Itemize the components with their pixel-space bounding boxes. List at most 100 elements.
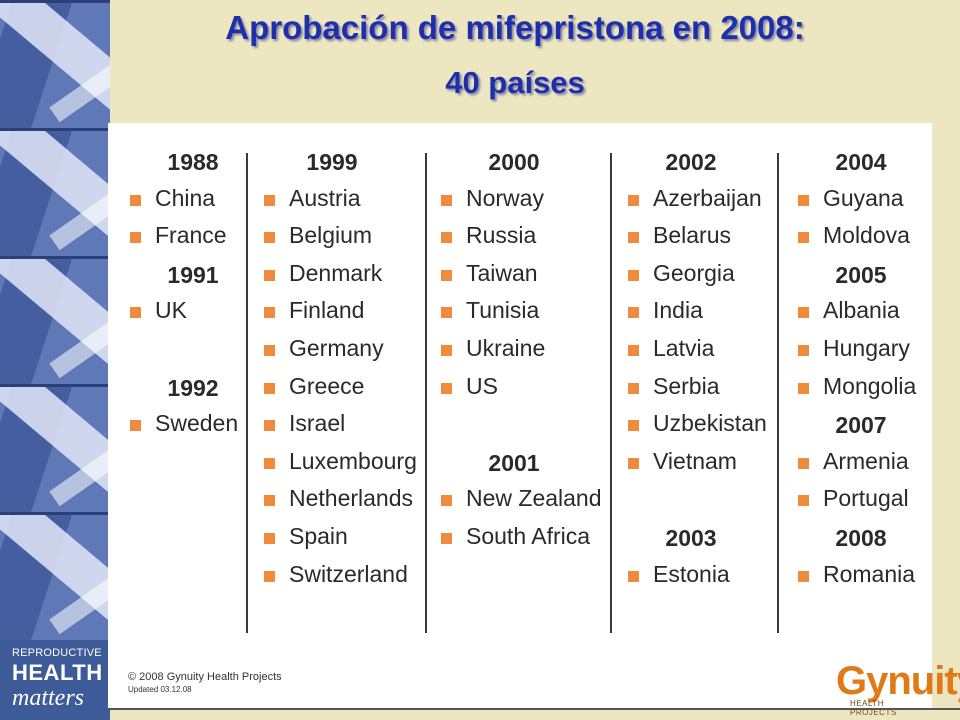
bullet-marker <box>264 307 275 319</box>
stripe-shape <box>0 384 110 387</box>
country-item: US <box>466 372 498 399</box>
country-item: India <box>653 297 703 324</box>
country-item: Uzbekistan <box>653 410 767 437</box>
bullet-marker <box>798 382 809 394</box>
stripe-shape <box>0 512 110 515</box>
gynuity-logo: Gynuity <box>836 659 960 703</box>
year-heading: 2001 <box>488 449 540 476</box>
bullet-marker <box>798 345 809 356</box>
stripe-shape <box>0 128 110 131</box>
bullet-marker <box>441 194 452 206</box>
country-item: Hungary <box>823 335 910 361</box>
bullet-marker <box>264 570 275 582</box>
stripe-band <box>0 384 110 512</box>
year-heading: 1992 <box>167 374 219 401</box>
bullet-marker <box>798 570 809 582</box>
bottom-divider <box>108 708 960 710</box>
country-item: Switzerland <box>289 560 408 587</box>
approval-table-panel: 1988 China France 1991 UK 1992 Sweden 1999 Austr… <box>108 123 960 717</box>
year-heading: 2004 <box>835 149 887 175</box>
decorative-side-stripe <box>0 0 110 640</box>
country-item: UK <box>155 297 187 324</box>
bullet-marker <box>628 232 639 244</box>
bullet-marker <box>798 232 809 244</box>
country-item: Spain <box>289 523 348 549</box>
country-item: New Zealand <box>466 485 602 512</box>
country-item: Portugal <box>823 485 909 512</box>
country-item: Romania <box>823 560 916 587</box>
year-heading: 2000 <box>488 149 540 175</box>
country-item: Mongolia <box>823 372 917 399</box>
country-item: Tunisia <box>466 297 540 324</box>
country-item: Norway <box>466 184 544 211</box>
copyright-credit: © 2008 Gynuity Health Projects <box>128 671 282 683</box>
bullet-marker <box>130 232 141 244</box>
country-item: France <box>155 222 227 249</box>
column-separator <box>777 153 779 633</box>
bullet-marker <box>441 232 452 244</box>
year-heading: 1999 <box>306 149 358 175</box>
bullet-marker <box>628 307 639 319</box>
bullet-marker <box>441 495 452 507</box>
country-item: Belarus <box>653 222 731 249</box>
year-heading: 2007 <box>835 412 887 439</box>
gynuity-logo-subtitle: HEALTH PROJECTS <box>850 699 897 717</box>
bullet-marker <box>628 570 639 582</box>
logo-line-1: REPRODUCTIVE <box>12 647 102 659</box>
country-item: Ukraine <box>466 335 546 361</box>
bullet-marker <box>264 457 275 469</box>
bullet-marker <box>441 382 452 394</box>
country-item: Finland <box>289 297 365 324</box>
country-item: Azerbaijan <box>653 184 762 211</box>
bullet-marker <box>628 457 639 469</box>
reproductive-health-matters-logo: REPRODUCTIVE HEALTH matters <box>0 640 110 720</box>
bullet-marker <box>798 194 809 206</box>
country-item: Luxembourg <box>289 447 417 474</box>
bullet-marker <box>264 269 275 281</box>
year-heading: 2005 <box>835 261 887 288</box>
stripe-shape <box>0 0 110 3</box>
bullet-marker <box>441 533 452 544</box>
updated-date: Updated 03.12.08 <box>128 685 192 694</box>
column-separator <box>610 153 612 633</box>
stripe-shape <box>0 256 110 259</box>
bullet-marker <box>130 194 141 206</box>
country-item: Sweden <box>155 410 239 437</box>
stripe-band <box>0 256 110 384</box>
bullet-marker <box>441 345 452 356</box>
year-heading: 1988 <box>167 149 219 175</box>
year-heading: 2002 <box>665 149 717 175</box>
slide-subtitle: 40 países <box>445 65 585 100</box>
slide-title: Aprobación de mifepristona en 2008: <box>225 9 805 46</box>
bullet-marker <box>264 533 275 544</box>
country-item: Netherlands <box>289 485 414 512</box>
bullet-marker <box>628 382 639 394</box>
bullet-marker <box>264 345 275 356</box>
year-heading: 1991 <box>167 261 219 288</box>
bullet-marker <box>628 194 639 206</box>
year-heading: 2003 <box>665 525 717 551</box>
bullet-marker <box>798 307 809 319</box>
country-item: Latvia <box>653 335 715 361</box>
bullet-marker <box>264 495 275 507</box>
country-item: Vietnam <box>653 447 737 474</box>
bullet-marker <box>264 194 275 206</box>
bullet-marker <box>441 307 452 319</box>
bullet-marker <box>264 382 275 394</box>
country-item: Belgium <box>289 222 373 249</box>
stripe-band <box>0 512 110 640</box>
logo-line-3: matters <box>12 685 84 711</box>
country-item: Georgia <box>653 259 735 286</box>
bullet-marker <box>628 345 639 356</box>
country-item: Serbia <box>653 372 720 399</box>
stripe-band <box>0 128 110 256</box>
country-item: Germany <box>289 335 384 361</box>
bullet-marker <box>628 269 639 281</box>
bullet-marker <box>798 457 809 469</box>
country-item: Denmark <box>289 259 383 286</box>
bullet-marker <box>130 307 141 319</box>
column-separator <box>246 153 248 633</box>
column-separator <box>425 153 427 633</box>
country-item: Israel <box>289 410 346 437</box>
logo-line-2: HEALTH <box>12 660 103 685</box>
